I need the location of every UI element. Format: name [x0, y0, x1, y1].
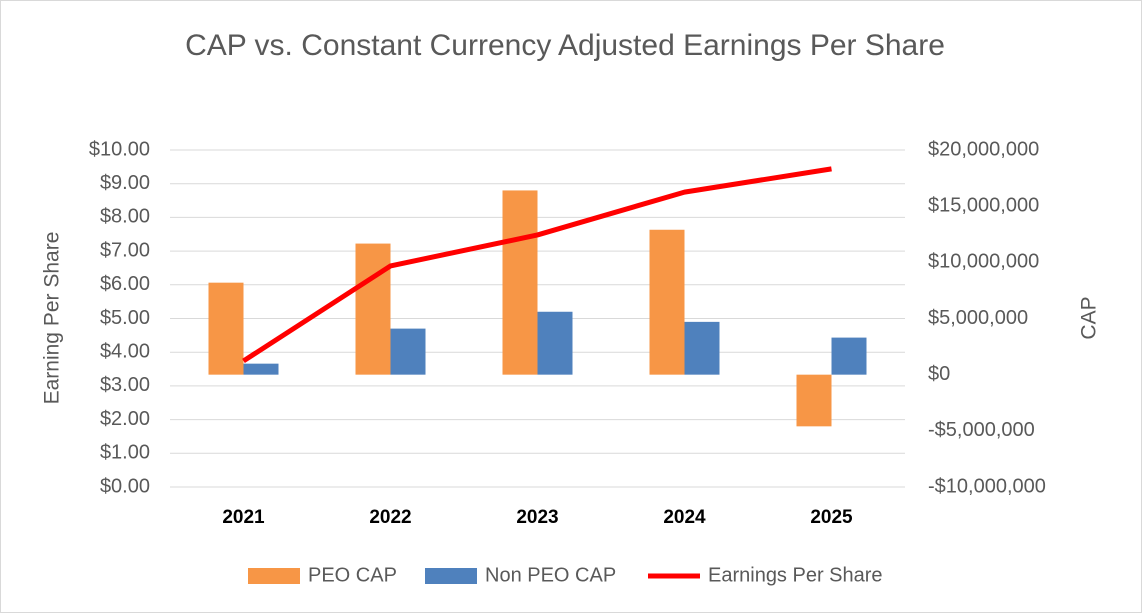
- legend-label: Non PEO CAP: [485, 564, 616, 586]
- y-tick-label: $0.00: [100, 475, 150, 497]
- x-tick-label: 2024: [663, 507, 706, 528]
- y-tick-label: $10.00: [89, 138, 150, 160]
- y-tick-label: $8.00: [100, 206, 150, 228]
- legend-swatch: [248, 568, 300, 584]
- legend-label: Earnings Per Share: [708, 564, 883, 586]
- bar: [390, 328, 426, 375]
- bar: [243, 363, 279, 375]
- x-tick-label: 2022: [369, 507, 411, 528]
- y-tick-label: $7.00: [100, 239, 150, 261]
- y-tick-label: $3.00: [100, 374, 150, 396]
- x-tick-label: 2021: [222, 507, 265, 528]
- y-axis-label: Earning Per Share: [41, 232, 64, 405]
- bar: [684, 321, 720, 375]
- y-tick-label: $1.00: [100, 442, 150, 464]
- y2-axis-label: CAP: [1078, 296, 1101, 339]
- bar: [649, 229, 685, 375]
- y-tick-label: $4.00: [100, 340, 150, 362]
- line: [242, 166, 832, 364]
- x-tick-label: 2025: [810, 507, 853, 528]
- y2-tick-label: -$5,000,000: [928, 419, 1035, 441]
- bar: [796, 374, 832, 427]
- legend-label: PEO CAP: [308, 564, 397, 586]
- legend-swatch: [425, 568, 477, 584]
- bar: [355, 243, 391, 375]
- y2-tick-label: $15,000,000: [928, 194, 1039, 216]
- y-tick-label: $2.00: [100, 408, 150, 430]
- y2-tick-label: $5,000,000: [928, 307, 1028, 329]
- x-tick-label: 2023: [516, 507, 558, 528]
- chart-title: CAP vs. Constant Currency Adjusted Earni…: [185, 29, 945, 62]
- y2-tick-label: -$10,000,000: [928, 475, 1046, 497]
- y2-tick-label: $20,000,000: [928, 138, 1039, 160]
- y-tick-label: $9.00: [100, 172, 150, 194]
- y-tick-label: $6.00: [100, 273, 150, 295]
- bar: [831, 337, 867, 375]
- bar: [208, 282, 244, 375]
- y-tick-label: $5.00: [100, 307, 150, 329]
- y2-tick-label: $10,000,000: [928, 251, 1039, 273]
- bar: [537, 311, 573, 375]
- bar: [502, 190, 538, 375]
- y2-tick-label: $0: [928, 363, 950, 385]
